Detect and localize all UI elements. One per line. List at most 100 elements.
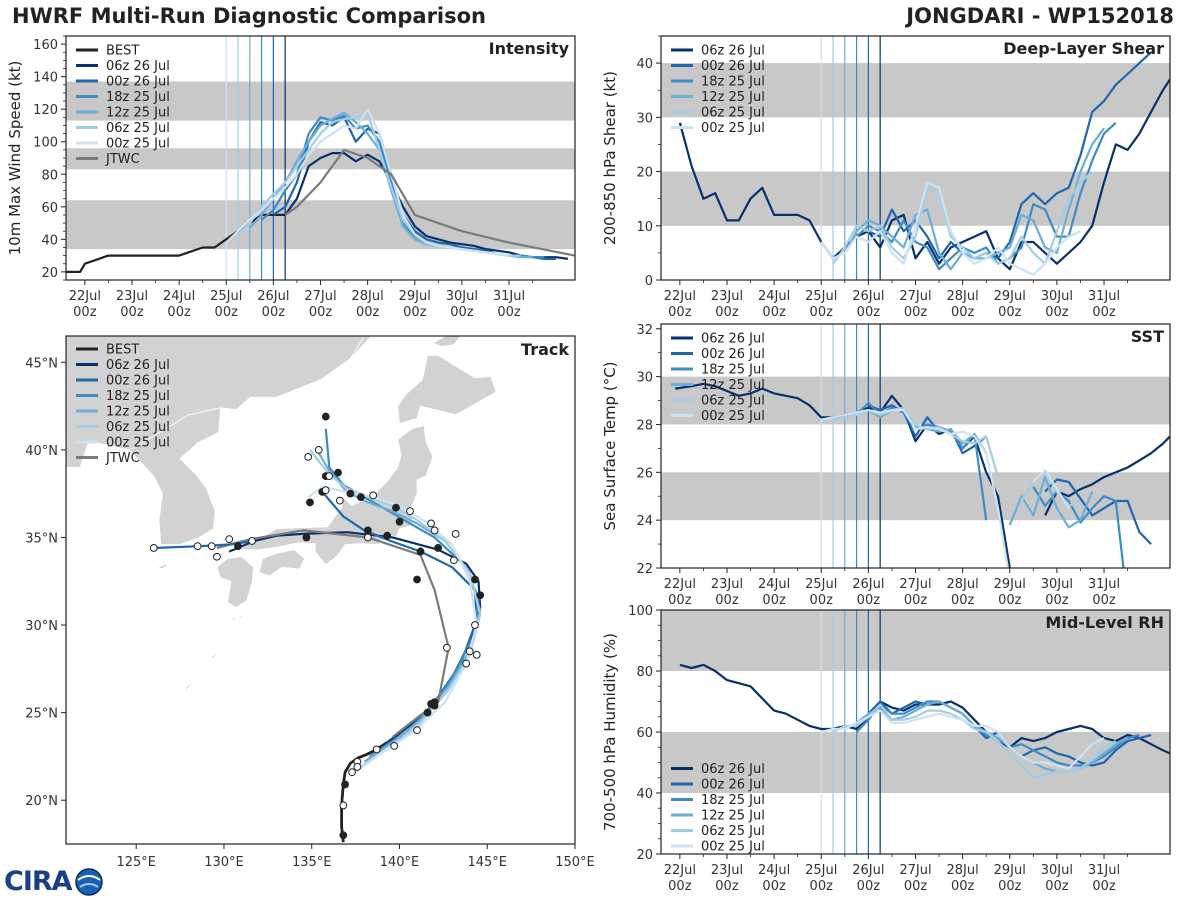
y-tick-label: 100 [628,604,653,619]
series-00z-25-jul [820,181,1081,276]
x-tick-label-hour: 00z [951,593,975,608]
legend-label-12z-25-jul: 12z 25 Jul [701,809,765,824]
x-tick-label-date: 27Jul [304,289,336,304]
legend-label-best: BEST [106,44,139,59]
series-00z-26-jul [867,51,1152,260]
x-tick-label-hour: 00z [403,305,427,320]
track-marker-12z [413,726,421,735]
track-marker-12z [406,507,414,516]
x-tick-label-hour: 00z [998,593,1022,608]
y-axis-label: Sea Surface Temp (°C) [601,361,619,530]
y-tick-label: 20 [636,166,653,181]
legend-label-jtwc: JTWC [105,451,140,466]
legend-label-06z-26-jul: 06z 26 Jul [701,44,765,59]
x-tick-label-hour: 00z [356,305,380,320]
track-marker-12z [471,621,479,629]
track-marker-00z [306,498,314,507]
x-tick-label-hour: 00z [810,593,834,608]
land-tanegashima [239,610,244,620]
intensity-panel: 2040608010012014016022Jul00z23Jul00z24Ju… [6,35,576,320]
track-marker-00z [383,531,392,540]
legend-label-06z-25-jul: 06z 25 Jul [701,394,765,409]
x-tick-label-hour: 00z [215,305,239,320]
track-marker-00z [356,493,365,502]
track-marker-12z [462,659,471,668]
x-tick-label-hour: 00z [857,305,881,320]
x-tick-label-hour: 00z [668,305,692,320]
land-sakhalin [431,336,462,347]
y-tick-label: 40 [41,233,58,248]
land-russia-coast [349,336,372,360]
x-tick-label-date: 26Jul [852,577,884,592]
legend-label-06z-26-jul: 06z 26 Jul [701,332,765,347]
track-marker-00z [341,780,349,789]
legend-label-18z-25-jul: 18z 25 Jul [701,75,765,90]
track-marker-12z [304,452,313,461]
legend-label-18z-25-jul: 18z 25 Jul [106,90,170,105]
x-tick-label-date: 22Jul [69,289,101,304]
x-tick-label-hour: 00z [762,879,786,894]
track-marker-12z [213,552,221,561]
shade-band-0 [661,732,1170,793]
x-tick-label-date: 23Jul [711,577,743,592]
y-axis-label: 200-850 hPa Shear (kt) [601,71,619,245]
x-tick-label-date: 28Jul [947,289,979,304]
legend-label-00z-25-jul: 00z 25 Jul [701,121,765,136]
legend-label-12z-25-jul: 12z 25 Jul [701,378,765,393]
y-tick-label: 60 [41,201,58,216]
legend-label-06z-26-jul: 06z 26 Jul [106,59,170,74]
series-00z-25-jul [820,409,1070,568]
x-tick-label-date: 28Jul [352,289,384,304]
track-marker-12z [390,742,399,750]
track-marker-12z [348,768,356,777]
track-marker-12z [325,472,334,481]
legend-label-00z-25-jul: 00z 25 Jul [701,409,765,424]
x-tick-label-date: 22Jul [664,577,696,592]
x-tick-label: 145°E [467,855,507,870]
x-tick-label-hour: 00z [951,879,975,894]
x-tick-label-hour: 00z [998,305,1022,320]
track-marker-12z [472,650,481,659]
track-marker-12z [442,643,451,652]
track-marker-00z [476,591,485,600]
y-tick-label: 26 [636,466,653,481]
track-marker-00z [334,468,342,477]
legend-label-00z-26-jul: 00z 26 Jul [106,374,170,389]
series-00z-25-jul [820,709,1105,770]
x-tick-label-hour: 00z [262,305,286,320]
legend-label-00z-26-jul: 00z 26 Jul [701,59,765,74]
x-tick-label-hour: 00z [120,305,144,320]
globe-icon [74,867,103,896]
track-marker-00z [346,489,355,498]
legend-label-06z-25-jul: 06z 25 Jul [701,106,765,121]
y-tick-label: 20°N [25,794,58,809]
x-tick-label-hour: 00z [73,305,97,320]
x-tick-label-hour: 00z [810,879,834,894]
panel-title: Track [521,340,569,359]
y-tick-label: 80 [41,168,58,183]
legend-label-00z-26-jul: 00z 26 Jul [701,778,765,793]
panel-title: Mid-Level RH [1045,613,1164,632]
land-yakushima [229,617,238,622]
y-tick-label: 80 [636,665,653,680]
legend-label-12z-25-jul: 12z 25 Jul [106,106,170,121]
x-tick-label-hour: 00z [715,305,739,320]
land-jeju [155,563,170,570]
track-marker-12z [465,647,474,656]
shade-band-0 [661,472,1170,521]
plot-frame [65,335,576,845]
legend-label-jtwc: JTWC [105,152,140,167]
land-shikoku [258,549,306,577]
x-tick-label-hour: 00z [1092,593,1116,608]
land-amami [211,650,220,659]
land-kyushu [216,556,255,608]
panel-title: SST [1131,327,1164,346]
x-tick-label-hour: 00z [762,593,786,608]
x-tick-label-date: 24Jul [163,289,195,304]
track-marker-12z [339,801,348,810]
x-tick-label-date: 27Jul [899,863,931,878]
track-marker-00z [423,708,432,717]
track-marker-00z [392,503,400,512]
x-tick-label-date: 23Jul [711,863,743,878]
